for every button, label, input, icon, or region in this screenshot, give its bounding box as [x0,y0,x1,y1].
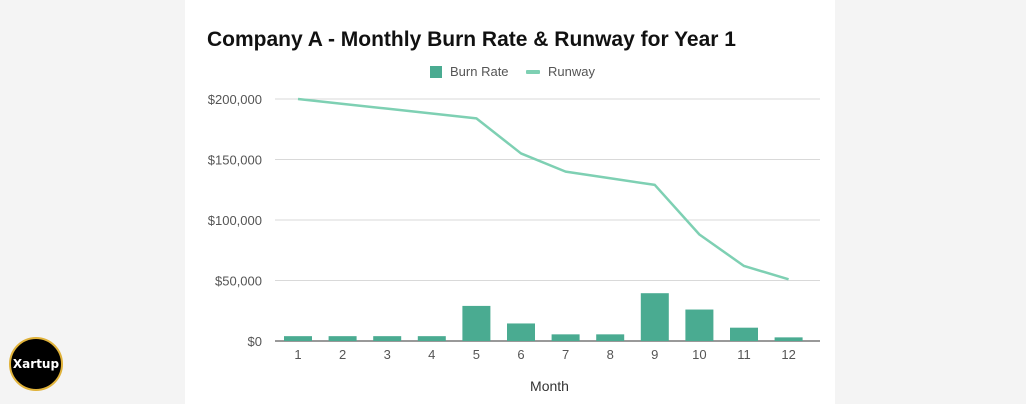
x-tick-label: 12 [781,347,795,362]
bar-burn-rate [462,305,491,341]
x-tick-label: 11 [737,347,751,362]
bar-burn-rate [774,337,803,341]
bar-burn-rate [507,323,535,341]
x-axis-title: Month [530,378,569,394]
legend-label-runway: Runway [548,64,595,79]
legend-swatch-line [526,69,540,74]
bar-burn-rate [640,293,669,341]
bar-burn-rate [328,336,357,341]
y-tick-label: $50,000 [215,274,262,289]
legend-swatch-bar [430,65,442,78]
x-tick-label: 6 [517,347,524,362]
bar-burn-rate [417,336,446,341]
line-runway [297,97,789,281]
bar-burn-rate [284,336,312,341]
x-tick-label: 1 [294,347,301,362]
logo-text: Xartup [12,357,60,371]
legend-item-burn-rate: Burn Rate [430,64,509,79]
x-tick-label: 7 [562,347,569,362]
x-tick-label: 9 [651,347,658,362]
xartup-logo: Xartup [9,337,63,391]
bar-burn-rate [730,327,758,341]
y-tick-label: $150,000 [208,153,262,168]
x-tick-label: 3 [384,347,391,362]
legend-item-runway: Runway [526,64,595,79]
bar-burn-rate [373,336,402,341]
legend-label-burn-rate: Burn Rate [450,64,509,79]
y-tick-label: $0 [248,334,262,349]
x-tick-label: 4 [428,347,435,362]
chart-legend: Burn Rate Runway [0,64,1026,82]
x-tick-label: 5 [473,347,480,362]
x-tick-label: 10 [692,347,706,362]
chart-title: Company A - Monthly Burn Rate & Runway f… [207,28,736,51]
bar-burn-rate [685,309,714,341]
bar-burn-rate [551,334,580,341]
bar-burn-rate [596,334,625,341]
x-tick-label: 2 [339,347,346,362]
y-tick-label: $200,000 [208,92,262,107]
x-tick-label: 8 [607,347,614,362]
y-tick-label: $100,000 [208,213,262,228]
